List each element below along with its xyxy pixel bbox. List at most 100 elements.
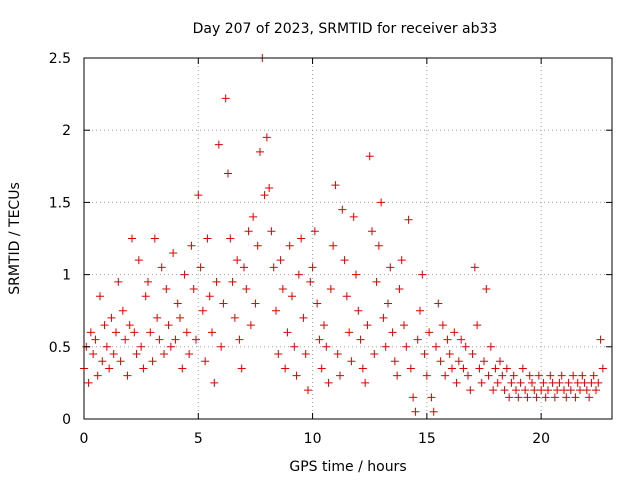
data-point xyxy=(187,241,196,250)
data-point xyxy=(244,227,253,236)
data-point xyxy=(480,357,488,366)
data-point xyxy=(484,371,493,380)
y-tick-label: 2 xyxy=(62,123,71,139)
data-point xyxy=(288,292,296,301)
y-axis-label: SRMTID / TECUs xyxy=(7,182,23,295)
plot-frame xyxy=(83,57,613,420)
data-point xyxy=(532,393,541,402)
data-point xyxy=(393,371,402,380)
data-point xyxy=(381,342,390,351)
data-point xyxy=(541,393,550,402)
data-point xyxy=(134,256,143,265)
data-point xyxy=(224,169,232,178)
data-point xyxy=(564,378,573,387)
data-point xyxy=(425,328,434,337)
data-point xyxy=(374,241,383,250)
x-tick-label: 5 xyxy=(194,431,203,447)
data-point xyxy=(475,364,484,373)
data-point xyxy=(214,140,223,149)
chart-title: Day 207 of 2023, SRMTID for receiver ab3… xyxy=(193,21,498,37)
data-point xyxy=(557,371,566,380)
data-point xyxy=(441,371,450,380)
data-point xyxy=(201,357,210,366)
data-point xyxy=(182,328,191,337)
data-point xyxy=(102,342,111,351)
data-point xyxy=(400,321,408,330)
data-point xyxy=(377,198,386,207)
data-point xyxy=(116,357,125,366)
data-point xyxy=(233,256,242,265)
data-point xyxy=(525,371,534,380)
data-point xyxy=(402,342,411,351)
data-point xyxy=(496,357,504,366)
data-point xyxy=(434,299,443,308)
data-point xyxy=(306,277,315,286)
data-point xyxy=(123,371,132,380)
data-point xyxy=(329,241,338,250)
data-point xyxy=(173,299,182,308)
data-point xyxy=(587,378,596,387)
data-point xyxy=(592,386,600,395)
data-point xyxy=(242,285,251,294)
data-point xyxy=(493,378,502,387)
data-point xyxy=(132,350,141,359)
x-tick-label: 0 xyxy=(80,431,89,447)
data-point xyxy=(518,364,527,373)
grid xyxy=(84,58,612,419)
data-point xyxy=(240,263,248,272)
data-point xyxy=(523,393,532,402)
data-point xyxy=(413,335,422,344)
data-point xyxy=(427,393,436,402)
data-point xyxy=(278,285,287,294)
data-point xyxy=(356,335,365,344)
data-point xyxy=(246,321,255,330)
axis-ticks: 0 5 10 15 20 0 0.5 1 1.5 2 2.5 xyxy=(49,51,612,447)
data-point xyxy=(130,328,139,337)
data-point xyxy=(566,386,575,395)
data-point xyxy=(89,350,98,359)
data-point xyxy=(194,191,203,200)
data-point xyxy=(299,313,308,322)
data-point xyxy=(169,248,178,257)
data-point xyxy=(226,234,235,243)
data-point xyxy=(550,393,559,402)
data-point xyxy=(105,364,114,373)
y-tick-label: 1.5 xyxy=(49,195,71,211)
data-point xyxy=(420,350,429,359)
data-point xyxy=(326,285,335,294)
data-point xyxy=(308,263,317,272)
data-point xyxy=(585,393,594,402)
data-point xyxy=(331,181,340,190)
data-point xyxy=(598,364,607,373)
x-tick-label: 20 xyxy=(532,431,550,447)
data-point xyxy=(390,357,399,366)
data-point xyxy=(162,285,171,294)
data-point xyxy=(454,357,463,366)
data-point xyxy=(411,407,420,416)
data-point xyxy=(338,205,347,214)
data-point xyxy=(349,212,358,221)
data-point xyxy=(363,321,372,330)
data-point xyxy=(164,321,173,330)
data-point xyxy=(486,342,495,351)
data-point xyxy=(237,364,246,373)
data-point xyxy=(342,292,351,301)
data-point xyxy=(560,386,568,395)
data-point xyxy=(500,386,509,395)
data-point xyxy=(578,371,587,380)
data-point xyxy=(100,321,109,330)
data-point xyxy=(144,277,152,286)
data-point xyxy=(84,378,93,387)
data-point xyxy=(539,378,548,387)
data-point xyxy=(128,234,136,243)
data-point xyxy=(512,386,520,395)
data-point xyxy=(388,328,397,337)
data-point xyxy=(395,285,404,294)
data-point xyxy=(507,378,516,387)
data-point xyxy=(589,371,598,380)
data-point xyxy=(118,306,127,315)
data-point xyxy=(304,386,312,395)
data-point xyxy=(438,321,447,330)
data-point xyxy=(347,357,356,366)
data-point xyxy=(189,285,198,294)
